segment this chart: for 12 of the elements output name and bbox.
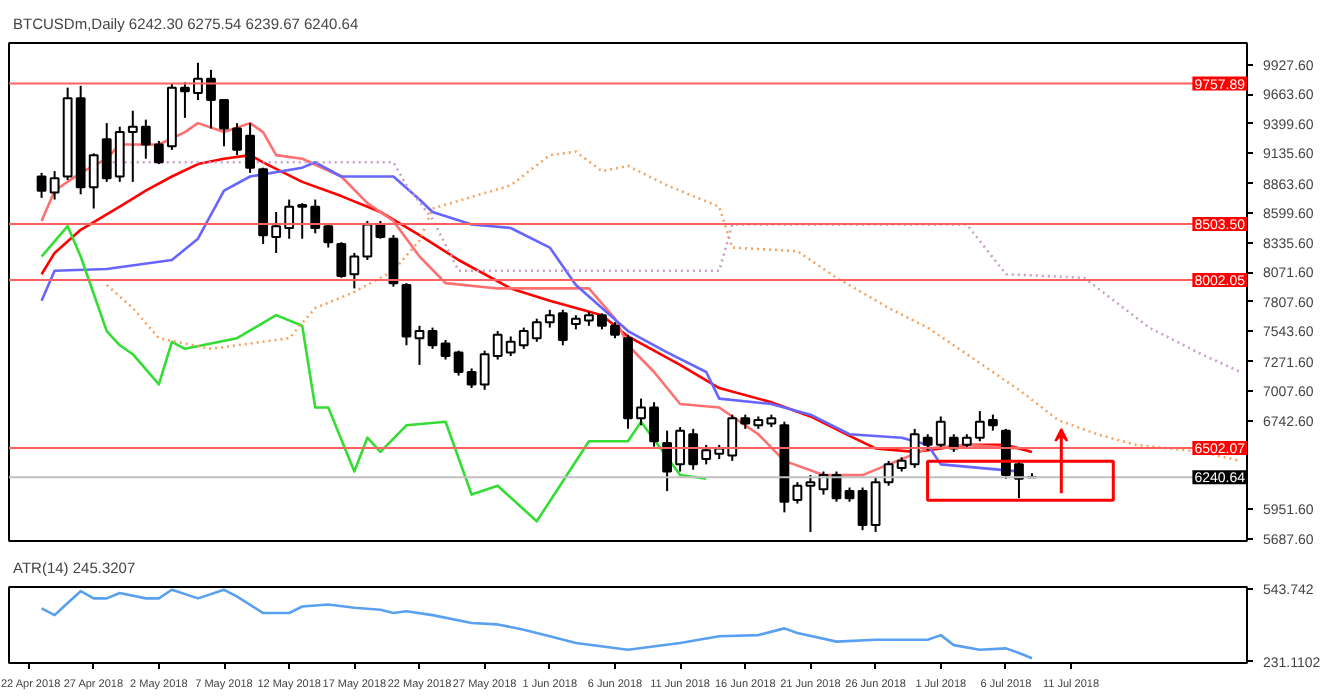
- candlestick: [453, 349, 464, 377]
- candlestick: [427, 326, 438, 350]
- candlestick: [414, 324, 425, 366]
- candlestick: [805, 474, 816, 533]
- candlestick: [440, 339, 451, 361]
- candlestick: [792, 481, 803, 505]
- candlestick: [857, 486, 868, 532]
- line-series: [40, 224, 708, 523]
- candlestick: [49, 170, 60, 201]
- candlestick: [36, 171, 47, 199]
- line-series: [105, 150, 1242, 463]
- line-series: [40, 588, 1034, 660]
